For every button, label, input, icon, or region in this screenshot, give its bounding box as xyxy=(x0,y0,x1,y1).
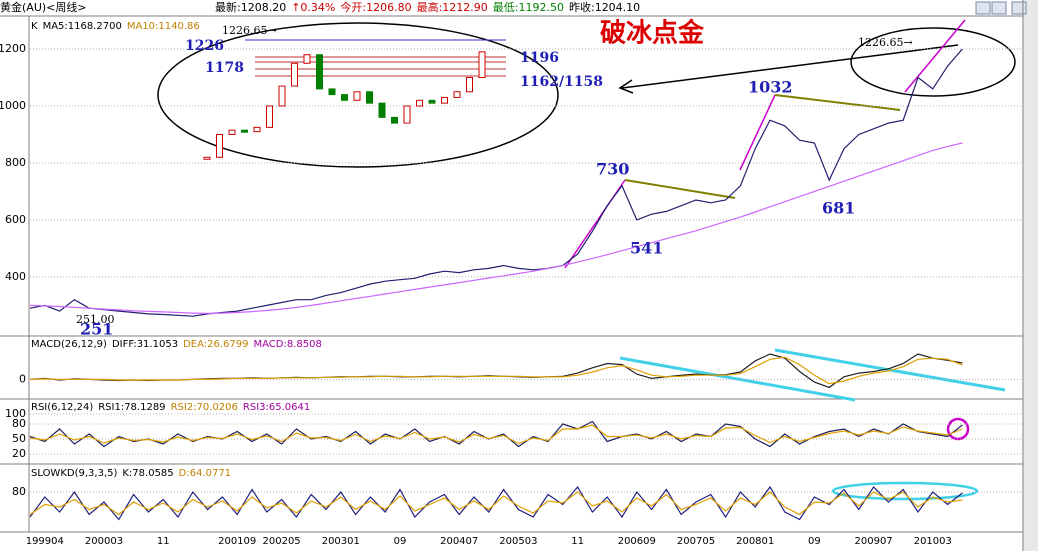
x-tick-label: 200503 xyxy=(499,536,537,547)
legend-item: MACD:8.8508 xyxy=(253,339,321,350)
y-tick-label: 100 xyxy=(5,407,26,420)
legend-item: MA5:1168.2700 xyxy=(43,21,122,32)
legend-item: K xyxy=(31,21,38,32)
x-tick-label: 11 xyxy=(157,536,170,547)
series-line xyxy=(29,420,963,448)
legend-item: MA10:1140.86 xyxy=(127,21,200,32)
x-tick-label: 200301 xyxy=(322,536,360,547)
legend-item: SLOWKD(9,3,3,5) xyxy=(31,468,117,479)
inset-candle xyxy=(416,99,423,107)
x-tick-label: 09 xyxy=(808,536,821,547)
annotation: 1162/1158 xyxy=(520,74,603,90)
inset-candle xyxy=(366,91,373,104)
quote-item: 最低:1192.50 xyxy=(493,1,564,14)
y-tick-label: 50 xyxy=(12,432,26,445)
annotation: 681 xyxy=(822,199,855,218)
y-tick-label: 1000 xyxy=(0,99,26,112)
inset-candle xyxy=(316,54,323,90)
inset-candle xyxy=(466,77,473,93)
annotation: 251 xyxy=(80,320,113,339)
inset-candle xyxy=(291,62,298,87)
x-tick-label: 200205 xyxy=(263,536,301,547)
legend-item: MACD(26,12,9) xyxy=(31,339,107,350)
instrument-title: 黄金(AU)<周线> xyxy=(0,0,87,14)
y-tick-label: 80 xyxy=(12,417,26,430)
legend-item: RSI3:65.0641 xyxy=(243,402,310,413)
annotation: 1226 xyxy=(185,38,224,54)
inset-candle xyxy=(241,129,248,133)
y-tick-label: 800 xyxy=(5,156,26,169)
y-tick-label: 1200 xyxy=(0,42,26,55)
annotation: 730 xyxy=(596,160,629,179)
x-tick-label: 200705 xyxy=(677,536,715,547)
x-tick-label: 200003 xyxy=(85,536,123,547)
panel-legend: MACD(26,12,9) DIFF:31.1053 DEA:26.6799 MACD… xyxy=(31,339,322,350)
series-line xyxy=(29,424,963,445)
inset-candle xyxy=(228,129,236,135)
annotation: 1226.65→ xyxy=(858,36,913,49)
inset-candle xyxy=(378,102,386,118)
x-tick-label: 201003 xyxy=(914,536,952,547)
annotation: 251.00 xyxy=(76,313,115,326)
y-tick-label: 400 xyxy=(5,270,26,283)
inset-candle xyxy=(428,99,436,104)
inset-candle xyxy=(303,54,311,64)
inset-candle xyxy=(391,116,398,124)
legend-item: DEA:26.6799 xyxy=(183,339,248,350)
panel-legend: SLOWKD(9,3,3,5) K:78.0585 D:64.0771 xyxy=(31,468,231,479)
y-tick-label: 20 xyxy=(12,447,26,460)
x-tick-label: 200109 xyxy=(218,536,256,547)
inset-candle xyxy=(253,126,261,133)
inset-candle xyxy=(203,156,211,160)
x-tick-label: 09 xyxy=(394,536,407,547)
quote-item: 今开:1206.80 xyxy=(340,0,411,14)
inset-candle xyxy=(403,105,411,124)
legend-item: RSI2:70.0206 xyxy=(171,402,238,413)
panel-legend: RSI(6,12,24) RSI1:78.1289 RSI2:70.0206 RSI3… xyxy=(31,402,310,413)
panel-legend: K MA5:1168.2700 MA10:1140.86 xyxy=(31,21,200,32)
annotation: 1032 xyxy=(748,78,793,97)
chart-title: 破冰点金 xyxy=(600,18,705,49)
quote-item: 最新:1208.20 xyxy=(215,0,286,14)
annotation: 1178 xyxy=(205,60,244,76)
legend-item: RSI1:78.1289 xyxy=(98,402,165,413)
legend-item: DIFF:31.1053 xyxy=(112,339,178,350)
inset-candle xyxy=(441,96,448,104)
x-tick-label: 199904 xyxy=(26,536,64,547)
series-line xyxy=(29,491,963,516)
x-tick-label: 11 xyxy=(571,536,584,547)
inset-candle xyxy=(278,85,286,107)
quote-line: 最新:1208.20 ↑0.34% 今开:1206.80 最高:1212.90 最低:1… xyxy=(215,0,640,14)
legend-item: RSI(6,12,24) xyxy=(31,402,93,413)
series-line xyxy=(29,48,963,317)
legend-item: D:64.0771 xyxy=(179,468,231,479)
series-line xyxy=(29,356,963,385)
quote-item: 最高:1212.90 xyxy=(417,0,488,14)
inset-candle xyxy=(266,105,273,128)
y-tick-label: 80 xyxy=(12,485,26,498)
inset-candle xyxy=(353,91,361,101)
x-tick-label: 200407 xyxy=(440,536,478,547)
x-tick-label: 200801 xyxy=(736,536,774,547)
inset-candle xyxy=(341,94,348,101)
quote-item: 昨收:1204.10 xyxy=(569,0,640,14)
inset-candle xyxy=(328,88,336,96)
quote-item: ↑0.34% xyxy=(291,1,335,14)
window-buttons[interactable] xyxy=(975,1,1027,15)
y-tick-label: 0 xyxy=(19,372,26,385)
y-tick-label: 600 xyxy=(5,213,26,226)
series-line xyxy=(29,142,963,315)
right-strip xyxy=(1023,0,1038,551)
inset-candle xyxy=(216,133,223,158)
annotation: 541 xyxy=(630,239,663,258)
x-tick-label: 200907 xyxy=(855,536,893,547)
annotation: 1226.65→ xyxy=(222,24,277,37)
x-tick-label: 200609 xyxy=(618,536,656,547)
annotation: 1196 xyxy=(520,50,559,66)
inset-candle xyxy=(478,51,486,79)
inset-candle xyxy=(453,91,461,98)
legend-item: K:78.0585 xyxy=(122,468,173,479)
